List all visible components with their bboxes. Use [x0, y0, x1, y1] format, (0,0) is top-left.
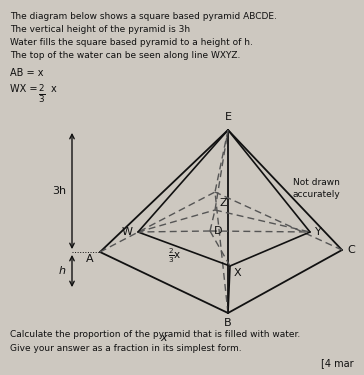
Text: x: x: [161, 333, 167, 343]
Text: $\frac{2}{3}$: $\frac{2}{3}$: [38, 83, 46, 105]
Text: E: E: [225, 112, 232, 122]
Text: X: X: [234, 268, 242, 278]
Text: WX =: WX =: [10, 84, 41, 94]
Text: accurately: accurately: [292, 190, 340, 199]
Text: Calculate the proportion of the pyramid that is filled with water.: Calculate the proportion of the pyramid …: [10, 330, 300, 339]
Text: [4 mar: [4 mar: [321, 358, 354, 368]
Text: Give your answer as a fraction in its simplest form.: Give your answer as a fraction in its si…: [10, 344, 242, 353]
Text: D: D: [214, 226, 222, 236]
Text: A: A: [86, 254, 94, 264]
Text: The vertical height of the pyramid is 3h: The vertical height of the pyramid is 3h: [10, 25, 190, 34]
Text: AB = x: AB = x: [10, 68, 44, 78]
Text: The diagram below shows a square based pyramid ABCDE.: The diagram below shows a square based p…: [10, 12, 277, 21]
Text: $\frac{2}{3}$x: $\frac{2}{3}$x: [168, 247, 182, 265]
Text: B: B: [224, 318, 232, 328]
Text: Water fills the square based pyramid to a height of h.: Water fills the square based pyramid to …: [10, 38, 253, 47]
Text: The top of the water can be seen along line WXYZ.: The top of the water can be seen along l…: [10, 51, 240, 60]
Text: W: W: [122, 227, 133, 237]
Text: 3h: 3h: [52, 186, 66, 196]
Text: C: C: [347, 245, 355, 255]
Text: Not drawn: Not drawn: [293, 178, 340, 187]
Text: Y: Y: [315, 227, 322, 237]
Text: h: h: [59, 266, 66, 276]
Text: Z: Z: [219, 198, 227, 208]
Text: x: x: [51, 84, 57, 94]
